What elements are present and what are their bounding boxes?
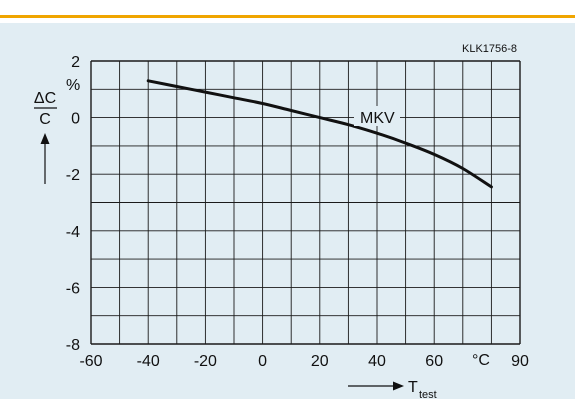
series-line-mkv xyxy=(146,79,493,189)
y-label-numerator: ΔC xyxy=(34,90,56,107)
x-tick-label: 40 xyxy=(368,353,386,370)
y-label-arrow-icon xyxy=(40,133,50,144)
y-tick-label: -6 xyxy=(66,280,80,297)
x-tick-label: 20 xyxy=(311,353,329,370)
figure-code: KLK1756-8 xyxy=(462,43,517,55)
series-label: MKV xyxy=(360,110,395,127)
y-unit: % xyxy=(66,77,80,94)
x-tick-label: 0 xyxy=(258,353,267,370)
x-tick-label: 90 xyxy=(511,353,529,370)
x-unit: °C xyxy=(472,352,490,369)
y-tick-label: -2 xyxy=(66,167,80,184)
x-tick-label: -60 xyxy=(79,353,102,370)
y-tick-labels: 2 0 -2 -4 -6 -8 xyxy=(66,54,80,354)
top-accent-rule xyxy=(0,15,575,18)
grid-lines xyxy=(90,60,521,345)
y-tick-label: 0 xyxy=(71,111,80,128)
x-tick-label: -40 xyxy=(137,353,160,370)
series-label-bg xyxy=(354,106,400,126)
x-tick-label: 60 xyxy=(425,353,443,370)
chart-panel xyxy=(0,23,575,399)
x-label-arrow-icon xyxy=(393,381,404,391)
x-tick-labels: -60 -40 -20 0 20 40 60 90 xyxy=(79,353,529,370)
y-label-denominator: C xyxy=(39,111,51,128)
x-label-subscript: test xyxy=(419,389,437,399)
x-label-main: T xyxy=(408,379,418,396)
y-tick-label: 2 xyxy=(71,54,80,71)
y-tick-label: -4 xyxy=(66,224,80,241)
x-tick-label: -20 xyxy=(194,353,217,370)
y-tick-label: -8 xyxy=(66,337,80,354)
